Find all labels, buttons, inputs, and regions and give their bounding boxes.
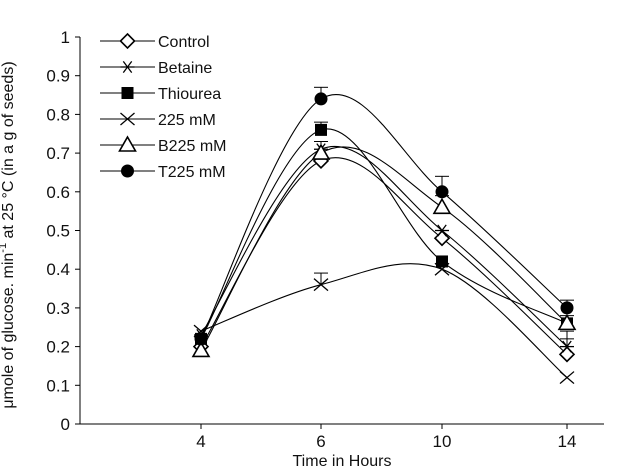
legend-item-t225-mm: T225 mM bbox=[100, 164, 226, 181]
legend-item-b225-mm: B225 mM bbox=[100, 137, 226, 155]
y-tick-label: 0.1 bbox=[46, 376, 70, 395]
error-bars bbox=[314, 87, 574, 354]
x-axis-ticks: 4 6 10 14 bbox=[196, 424, 576, 451]
y-axis-title: μmole of glucose. min-1 at 25 °C (in a g… bbox=[0, 61, 17, 408]
legend-item-control: Control bbox=[100, 34, 210, 51]
data-point-thiourea bbox=[315, 124, 327, 136]
x-tick-label: 10 bbox=[433, 432, 452, 451]
x-tick-label: 14 bbox=[558, 432, 577, 451]
data-point-t225-mm bbox=[436, 185, 449, 198]
x-tick-label: 6 bbox=[316, 432, 325, 451]
legend-label: T225 mM bbox=[158, 164, 226, 181]
legend-marker bbox=[120, 137, 136, 151]
legend-label: B225 mM bbox=[158, 138, 226, 155]
legend-marker bbox=[121, 61, 135, 72]
legend-item-betaine: Betaine bbox=[100, 60, 212, 77]
legend-marker bbox=[122, 87, 134, 99]
y-axis-title-part-1: μmole of glucose. min bbox=[0, 253, 17, 409]
y-tick-label: 0.8 bbox=[46, 105, 70, 124]
y-tick-label: 0.6 bbox=[46, 183, 70, 202]
series-curves bbox=[201, 94, 567, 377]
legend-label: 225 mM bbox=[158, 112, 216, 129]
y-axis-ticks: 0 0.1 0.2 0.3 0.4 0.5 0.6 0.7 0.8 0.9 1 bbox=[46, 28, 80, 434]
y-tick-label: 0.4 bbox=[46, 260, 70, 279]
data-point-225-mm bbox=[560, 372, 574, 384]
legend-item-225-mm: 225 mM bbox=[100, 112, 216, 129]
series-markers bbox=[193, 92, 575, 383]
y-tick-label: 0.3 bbox=[46, 299, 70, 318]
y-axis-title-part-2: at 25 °C (in a g of seeds) bbox=[0, 61, 17, 243]
y-tick-label: 0 bbox=[61, 415, 70, 434]
y-tick-label: 0.5 bbox=[46, 222, 70, 241]
x-axis-title: Time in Hours bbox=[293, 453, 392, 470]
y-axis-title-superscript: -1 bbox=[0, 243, 9, 253]
series-line-t225-mm bbox=[201, 94, 567, 338]
legend-marker bbox=[121, 34, 135, 48]
data-point-b225-mm bbox=[434, 199, 450, 213]
y-tick-label: 0.9 bbox=[46, 67, 70, 86]
y-tick-label: 0.2 bbox=[46, 338, 70, 357]
y-tick-label: 0.7 bbox=[46, 144, 70, 163]
legend-label: Betaine bbox=[158, 60, 212, 77]
data-point-control bbox=[435, 231, 449, 245]
legend-marker bbox=[121, 165, 134, 178]
x-tick-label: 4 bbox=[196, 432, 205, 451]
data-point-t225-mm bbox=[561, 301, 574, 314]
series-line-b225-mm bbox=[201, 147, 567, 351]
legend-item-thiourea: Thiourea bbox=[100, 86, 221, 103]
legend-label: Control bbox=[158, 34, 210, 51]
legend: Control Betaine Thiourea 225 mM B225 mM T225 … bbox=[100, 34, 226, 181]
y-tick-label: 1 bbox=[61, 28, 70, 47]
legend-label: Thiourea bbox=[158, 86, 221, 103]
series-line-betaine bbox=[201, 146, 567, 346]
series-line-225-mm bbox=[201, 264, 567, 378]
data-point-t225-mm bbox=[315, 92, 328, 105]
data-point-t225-mm bbox=[195, 332, 208, 345]
